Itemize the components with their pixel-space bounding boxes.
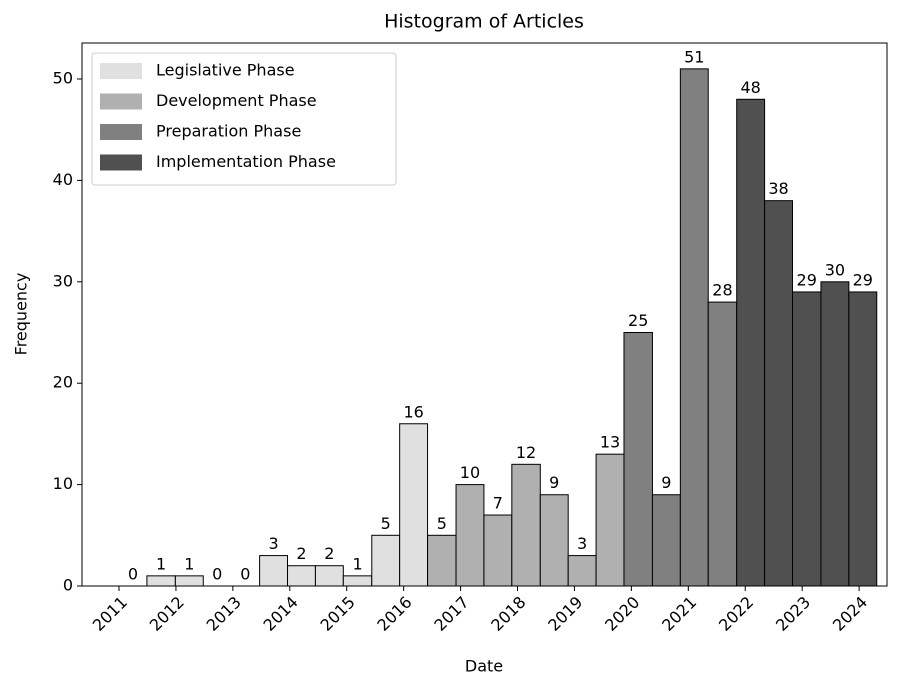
x-tick-label: 2023 bbox=[772, 593, 814, 635]
y-tick-label: 20 bbox=[53, 373, 73, 392]
data-label: 1 bbox=[352, 554, 362, 573]
data-label: 13 bbox=[600, 433, 620, 452]
x-tick-label: 2024 bbox=[829, 593, 871, 635]
x-tick-label: 2016 bbox=[373, 593, 415, 635]
legend-label: Development Phase bbox=[156, 91, 317, 110]
legend-swatch bbox=[100, 154, 142, 171]
x-tick-label: 2011 bbox=[89, 593, 131, 635]
x-tick-label: 2012 bbox=[146, 593, 188, 635]
plot-frame bbox=[81, 42, 888, 587]
bar bbox=[679, 68, 709, 587]
bar bbox=[707, 301, 738, 587]
x-tick-label: 2015 bbox=[317, 593, 359, 635]
data-label: 29 bbox=[797, 270, 817, 289]
data-label: 48 bbox=[740, 78, 760, 97]
data-label: 0 bbox=[212, 565, 222, 584]
x-tick-label: 2018 bbox=[487, 593, 529, 635]
bar bbox=[764, 200, 793, 587]
data-label: 30 bbox=[825, 260, 845, 279]
bar bbox=[539, 494, 569, 587]
bar bbox=[651, 494, 681, 587]
bar bbox=[567, 555, 597, 587]
data-label: 28 bbox=[712, 281, 732, 300]
bar bbox=[820, 281, 850, 587]
bar bbox=[427, 534, 457, 587]
x-tick-label: 2014 bbox=[260, 593, 302, 635]
bar bbox=[483, 514, 513, 587]
x-tick-label: 2022 bbox=[715, 593, 757, 635]
bar bbox=[399, 423, 429, 587]
x-axis-label: Date bbox=[465, 657, 503, 676]
y-tick-label: 30 bbox=[53, 271, 73, 290]
x-tick-label: 2020 bbox=[601, 593, 643, 635]
legend-swatch bbox=[100, 124, 142, 140]
bar bbox=[455, 484, 485, 587]
bar bbox=[848, 291, 878, 587]
data-label: 1 bbox=[184, 554, 194, 573]
bar bbox=[623, 331, 653, 587]
data-label: 3 bbox=[577, 534, 587, 553]
bar bbox=[595, 453, 625, 587]
legend-label: Implementation Phase bbox=[156, 152, 336, 171]
y-tick-label: 10 bbox=[53, 474, 73, 493]
legend: Legislative Phase Development Phase Prepar… bbox=[91, 52, 397, 186]
bar bbox=[287, 565, 316, 587]
data-label: 9 bbox=[661, 473, 671, 492]
legend-label: Legislative Phase bbox=[156, 61, 295, 80]
bar bbox=[314, 565, 344, 587]
data-label: 3 bbox=[268, 534, 278, 553]
y-axis-label: Frequency bbox=[12, 273, 31, 356]
data-label: 38 bbox=[768, 179, 788, 198]
data-label: 16 bbox=[403, 402, 423, 421]
data-label: 25 bbox=[628, 311, 648, 330]
bar bbox=[371, 534, 401, 587]
data-label: 1 bbox=[156, 554, 166, 573]
bar bbox=[791, 291, 822, 587]
data-label: 29 bbox=[853, 270, 873, 289]
y-tick-label: 50 bbox=[53, 68, 73, 87]
data-label: 7 bbox=[493, 494, 503, 513]
legend-box bbox=[91, 52, 397, 186]
bar bbox=[511, 463, 541, 587]
bar bbox=[174, 575, 204, 587]
data-label: 2 bbox=[324, 544, 334, 563]
data-label: 5 bbox=[437, 514, 447, 533]
bar bbox=[342, 575, 373, 587]
data-label: 51 bbox=[684, 47, 704, 66]
data-label: 12 bbox=[516, 443, 536, 462]
x-tick-label: 2019 bbox=[544, 593, 586, 635]
y-tick-label: 0 bbox=[63, 576, 73, 595]
x-tick-label: 2021 bbox=[658, 593, 700, 635]
data-label: 2 bbox=[296, 544, 306, 563]
bar bbox=[146, 575, 176, 587]
data-label: 5 bbox=[381, 514, 391, 533]
data-label: 9 bbox=[549, 473, 559, 492]
legend-swatch bbox=[100, 63, 142, 79]
y-tick-label: 40 bbox=[53, 170, 73, 189]
x-tick-label: 2013 bbox=[203, 593, 245, 635]
data-label: 0 bbox=[240, 565, 250, 584]
legend-swatch bbox=[100, 93, 142, 110]
x-tick-label: 2017 bbox=[430, 593, 472, 635]
data-label: 10 bbox=[460, 463, 480, 482]
data-label: 0 bbox=[128, 565, 138, 584]
legend-label: Preparation Phase bbox=[156, 122, 301, 141]
chart-title: Histogram of Articles bbox=[384, 11, 584, 33]
bar bbox=[259, 555, 289, 587]
bar bbox=[736, 98, 766, 587]
